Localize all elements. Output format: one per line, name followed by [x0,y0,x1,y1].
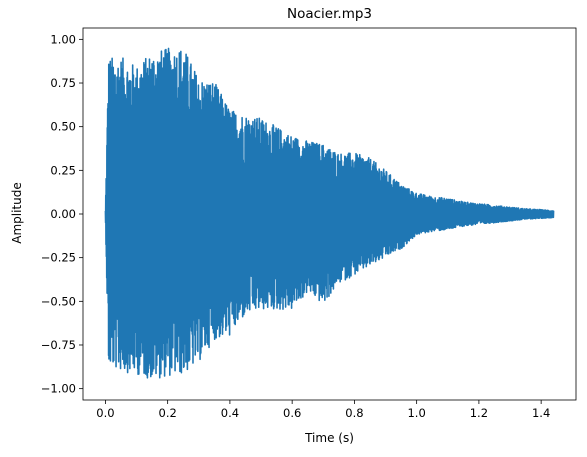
y-tick-label: 0.00 [50,207,76,221]
x-tick-label: 1.2 [470,406,488,420]
y-axis: −1.00 −0.75 −0.50 −0.25 0.00 0.25 0.50 0.75 1.00 [41,32,83,396]
x-tick-label: 1.0 [407,406,425,420]
chart-title: Noacier.mp3 [287,6,372,22]
x-tick-label: 0.2 [159,406,177,420]
y-tick-label: −1.00 [41,382,76,396]
x-tick-label: 1.4 [532,406,550,420]
x-tick-label: 0.0 [96,406,114,420]
x-axis: 0.0 0.2 0.4 0.6 0.8 1.0 1.2 1.4 [96,400,550,420]
y-tick-label: 0.50 [50,120,76,134]
x-axis-label: Time (s) [304,431,354,445]
series-layer [104,47,555,379]
y-tick-label: 1.00 [50,32,76,46]
y-tick-label: −0.75 [41,338,76,352]
x-tick-label: 0.8 [345,406,363,420]
y-tick-label: −0.50 [41,294,76,308]
y-tick-label: 0.75 [50,76,76,90]
x-tick-label: 0.6 [283,406,301,420]
waveform-series-line [104,47,555,379]
x-tick-label: 0.4 [221,406,239,420]
y-tick-label: −0.25 [41,251,76,265]
y-tick-label: 0.25 [50,163,76,177]
y-axis-label: Amplitude [10,182,24,244]
